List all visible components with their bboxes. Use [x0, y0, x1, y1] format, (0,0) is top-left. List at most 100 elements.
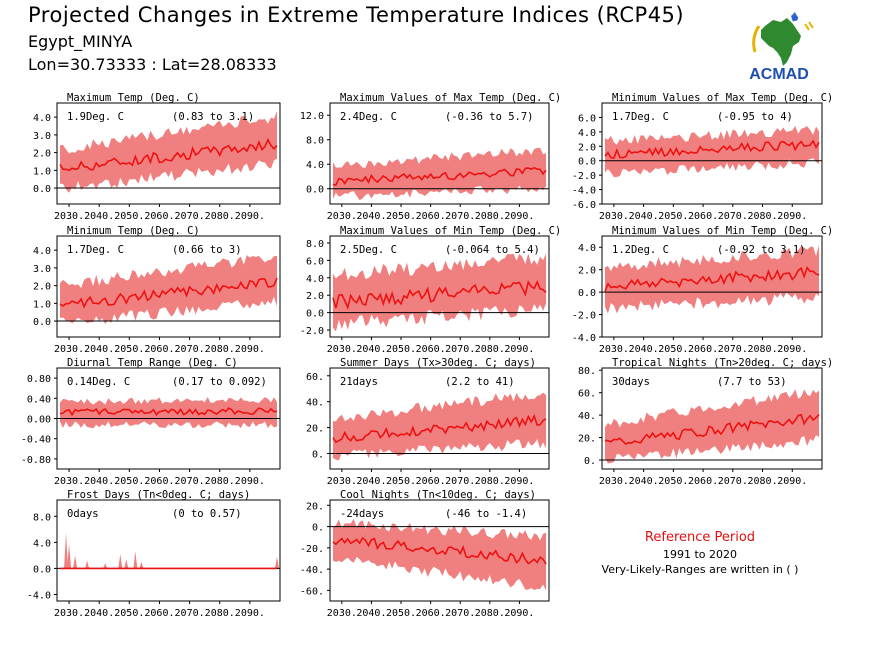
x-tick-label: 2030. — [327, 476, 357, 487]
x-tick-label: 2080. — [747, 344, 777, 355]
likely-range: (-0.36 to 5.7) — [445, 111, 534, 123]
x-tick-label: 2070. — [175, 211, 205, 222]
likely-range: (0.17 to 0.092) — [172, 376, 267, 388]
panel-title: Cool Nights (Tn<10deg. C; days) — [340, 489, 536, 501]
y-tick-label: 1.0 — [33, 299, 51, 310]
plot-frame — [329, 367, 550, 470]
x-tick-label: 2080. — [747, 211, 777, 222]
mean-series-line — [332, 536, 547, 565]
acmad-logo: ACMAD — [735, 8, 823, 84]
y-tick-label: 0.00 — [27, 415, 51, 426]
x-tick-label: 2090. — [504, 211, 534, 222]
logo-text: ACMAD — [749, 66, 809, 83]
likely-range: (-0.95 to 4) — [717, 111, 793, 123]
y-tick-label: 4.0 — [578, 243, 596, 254]
x-tick-label: 2080. — [205, 211, 235, 222]
x-tick-label: 2040. — [629, 344, 659, 355]
panel-title: Minimum Temp (Deg. C) — [67, 225, 200, 237]
mean-series-line — [59, 407, 278, 417]
y-tick-label: 0.0 — [33, 564, 51, 575]
plot-frame — [601, 102, 823, 205]
spike-mark — [133, 551, 138, 569]
panel-title: Summer Days (Tx>30deg. C; days) — [340, 357, 536, 369]
x-tick-label: 2080. — [475, 476, 505, 487]
y-tick-label: 6.0 — [578, 113, 596, 124]
x-tick-label: 2050. — [386, 476, 416, 487]
y-tick-label: 2.0 — [578, 142, 596, 153]
x-tick-label: 2030. — [54, 211, 84, 222]
change-value: 21days — [340, 376, 378, 388]
x-tick-label: 2080. — [475, 608, 505, 619]
y-tick-label: 1.0 — [33, 166, 51, 177]
plot-frame — [56, 235, 281, 338]
range-band — [604, 126, 820, 178]
y-tick-label: 8.0 — [33, 512, 51, 523]
x-tick-label: 2040. — [84, 608, 114, 619]
x-tick-label: 2070. — [175, 344, 205, 355]
x-tick-label: 2030. — [54, 608, 84, 619]
x-tick-label: 2090. — [235, 344, 265, 355]
change-value: 2.4Deg. C — [340, 111, 397, 123]
panel-title: Diurnal Temp Range (Deg. C) — [67, 357, 238, 369]
plot-frame — [56, 499, 281, 602]
y-tick-label: 20. — [306, 501, 324, 512]
panel-title: Maximum Values of Min Temp (Deg. C) — [340, 225, 561, 237]
x-tick-label: 2030. — [327, 211, 357, 222]
plot-frame — [601, 367, 823, 470]
plot-frame — [601, 235, 823, 338]
change-value: 1.2Deg. C — [612, 244, 669, 256]
x-tick-label: 2040. — [356, 211, 386, 222]
y-tick-label: 2.0 — [33, 282, 51, 293]
y-tick-label: -40. — [300, 565, 324, 576]
x-tick-label: 2080. — [475, 211, 505, 222]
x-tick-label: 2090. — [504, 608, 534, 619]
x-tick-label: 2050. — [658, 211, 688, 222]
x-tick-label: 2060. — [144, 344, 174, 355]
spike-mark — [73, 555, 78, 569]
y-tick-label: 8.0 — [306, 239, 324, 250]
y-tick-label: 4.0 — [33, 113, 51, 124]
x-tick-label: 2070. — [175, 476, 205, 487]
y-tick-label: 4.0 — [578, 128, 596, 139]
plot-frame — [329, 235, 550, 338]
chart-panel: 4.0 3.0 2.0 1.0 0.0 2030. 2040. 2050. 2060. 2070.… — [33, 92, 281, 222]
y-tick-label: 0.0 — [578, 157, 596, 168]
x-tick-label: 2090. — [504, 344, 534, 355]
x-tick-label: 2090. — [504, 476, 534, 487]
x-tick-label: 2050. — [658, 344, 688, 355]
change-value: 1.9Deg. C — [67, 111, 124, 123]
mean-series-line — [59, 137, 278, 172]
x-tick-label: 2090. — [777, 344, 807, 355]
likely-range: (7.7 to 53) — [717, 376, 787, 388]
x-tick-label: 2030. — [599, 211, 629, 222]
spike-mark — [64, 532, 69, 569]
chart-panel: 20. 0. -20. -40. -60.2030. 2040. 2050. 2060. 207… — [300, 489, 550, 619]
mean-series-line — [59, 277, 278, 309]
panel-title: Minimum Values of Min Temp (Deg. C) — [612, 225, 833, 237]
x-tick-label: 2040. — [84, 211, 114, 222]
y-tick-label: 3.0 — [33, 264, 51, 275]
y-tick-label: 0. — [312, 523, 324, 534]
y-tick-label: 60. — [578, 389, 596, 400]
x-tick-label: 2040. — [356, 608, 386, 619]
location-name: Egypt_MINYA — [28, 32, 133, 51]
y-tick-label: -2.0 — [572, 171, 596, 182]
x-tick-label: 2070. — [445, 476, 475, 487]
x-tick-label: 2040. — [629, 476, 659, 487]
x-tick-label: 2070. — [445, 344, 475, 355]
likely-range: (2.2 to 41) — [445, 376, 515, 388]
panel-title: Maximum Values of Max Temp (Deg. C) — [340, 92, 561, 104]
y-tick-label: -4.0 — [572, 186, 596, 197]
panel-title: Maximum Temp (Deg. C) — [67, 92, 200, 104]
y-tick-label: -4.0 — [27, 590, 51, 601]
range-band — [332, 147, 547, 201]
x-tick-label: 2030. — [327, 608, 357, 619]
range-band — [60, 254, 277, 325]
x-tick-label: 2050. — [386, 608, 416, 619]
likely-range: (0.66 to 3) — [172, 244, 242, 256]
y-tick-label: -6.0 — [572, 200, 596, 211]
plot-frame — [56, 102, 281, 205]
